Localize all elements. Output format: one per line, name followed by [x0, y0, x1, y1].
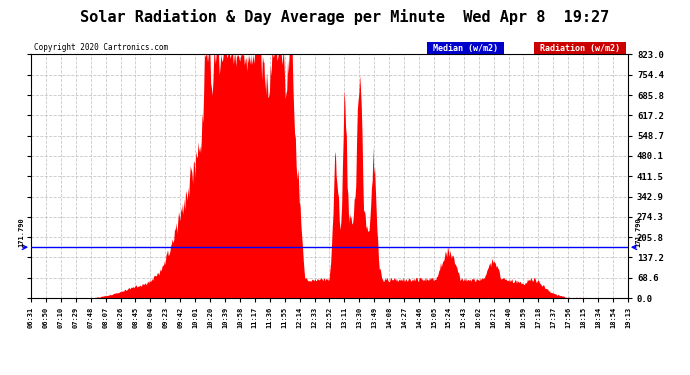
Text: Median (w/m2): Median (w/m2): [428, 44, 503, 52]
Text: Radiation (w/m2): Radiation (w/m2): [535, 44, 624, 52]
Text: 171.790: 171.790: [635, 217, 641, 247]
Text: Solar Radiation & Day Average per Minute  Wed Apr 8  19:27: Solar Radiation & Day Average per Minute…: [80, 9, 610, 26]
Text: Copyright 2020 Cartronics.com: Copyright 2020 Cartronics.com: [34, 44, 168, 52]
Text: 171.790: 171.790: [18, 217, 24, 247]
